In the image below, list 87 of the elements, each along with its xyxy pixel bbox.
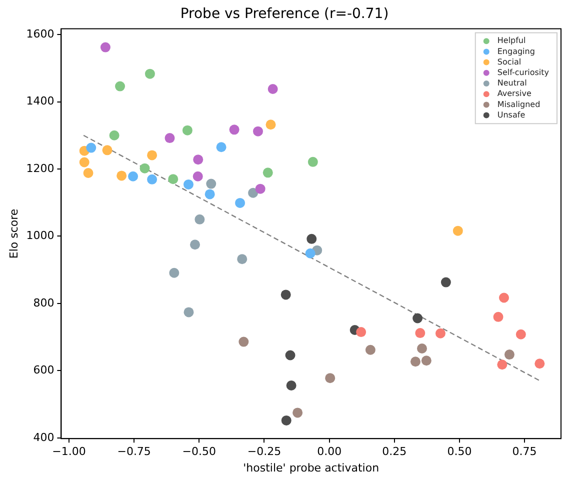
chart-title: Probe vs Preference (r=-0.71) bbox=[180, 6, 389, 22]
legend-label: Self-curiosity bbox=[497, 68, 550, 77]
point bbox=[237, 254, 248, 264]
point bbox=[100, 42, 110, 52]
point bbox=[229, 124, 240, 135]
y-tick-label: 800 bbox=[33, 296, 54, 310]
x-tick-label: 0.50 bbox=[447, 445, 472, 458]
legend-label: Aversive bbox=[497, 89, 532, 98]
point bbox=[252, 126, 263, 136]
point bbox=[193, 154, 204, 165]
x-tick-label: 0.75 bbox=[512, 445, 537, 458]
point bbox=[115, 81, 126, 92]
legend-label: Unsafe bbox=[497, 110, 526, 120]
point bbox=[216, 142, 226, 152]
point bbox=[435, 328, 446, 338]
point bbox=[498, 292, 509, 303]
point bbox=[292, 408, 303, 418]
y-tick-label: 600 bbox=[33, 364, 54, 377]
point bbox=[248, 188, 258, 198]
point bbox=[183, 179, 194, 190]
legend-label: Social bbox=[497, 57, 522, 66]
point bbox=[164, 133, 175, 144]
point bbox=[504, 350, 514, 360]
point bbox=[262, 168, 273, 178]
x-tick-label: −0.25 bbox=[247, 445, 282, 458]
point bbox=[306, 234, 317, 244]
point bbox=[79, 157, 90, 168]
legend-label: Misaligned bbox=[497, 100, 540, 109]
point bbox=[325, 373, 336, 384]
x-tick-label: −0.50 bbox=[182, 445, 216, 458]
point bbox=[204, 189, 215, 200]
point bbox=[255, 184, 266, 194]
x-tick-label: −1.00 bbox=[52, 445, 86, 458]
legend-label: Helpful bbox=[497, 36, 526, 46]
point bbox=[497, 360, 508, 370]
point bbox=[412, 313, 423, 324]
y-tick-label: 1000 bbox=[26, 229, 54, 242]
point bbox=[144, 68, 155, 79]
point bbox=[281, 415, 292, 426]
point bbox=[516, 329, 526, 340]
point bbox=[416, 344, 427, 354]
point bbox=[285, 350, 296, 360]
legend-label: Engaging bbox=[497, 46, 535, 56]
point bbox=[235, 198, 246, 208]
y-tick-label: 1600 bbox=[26, 27, 54, 40]
point bbox=[534, 358, 545, 369]
legend-label: Neutral bbox=[497, 78, 527, 88]
x-tick-label: 0.25 bbox=[382, 445, 407, 458]
point bbox=[305, 248, 316, 258]
y-tick-label: 1400 bbox=[26, 94, 54, 108]
point bbox=[286, 380, 296, 390]
point bbox=[365, 344, 376, 355]
point bbox=[266, 120, 276, 130]
point bbox=[280, 290, 291, 300]
point bbox=[190, 240, 200, 250]
y-tick-label: 400 bbox=[33, 430, 54, 444]
point bbox=[308, 156, 318, 167]
point bbox=[168, 174, 178, 184]
y-axis-title: Elo score bbox=[7, 208, 20, 259]
point bbox=[452, 226, 463, 236]
point bbox=[116, 170, 127, 181]
point bbox=[140, 163, 150, 174]
x-tick-label: 0.00 bbox=[317, 445, 342, 458]
point bbox=[147, 150, 158, 160]
point bbox=[410, 356, 420, 367]
point bbox=[169, 268, 180, 278]
point bbox=[415, 328, 426, 338]
point bbox=[440, 277, 451, 288]
point bbox=[86, 142, 96, 153]
point bbox=[147, 174, 158, 184]
x-tick-label: −0.75 bbox=[117, 445, 151, 458]
point bbox=[206, 178, 216, 189]
point bbox=[182, 125, 192, 136]
x-axis-title: 'hostile' probe activation bbox=[243, 461, 380, 474]
point bbox=[356, 327, 366, 338]
point bbox=[238, 336, 249, 347]
point bbox=[109, 130, 120, 140]
point bbox=[493, 312, 504, 322]
point bbox=[192, 171, 203, 182]
point bbox=[194, 214, 205, 224]
y-tick-label: 1200 bbox=[26, 162, 54, 175]
point bbox=[83, 168, 94, 178]
point bbox=[184, 307, 194, 318]
point bbox=[102, 145, 112, 156]
point bbox=[268, 84, 278, 94]
point bbox=[421, 356, 432, 366]
point bbox=[128, 171, 138, 182]
